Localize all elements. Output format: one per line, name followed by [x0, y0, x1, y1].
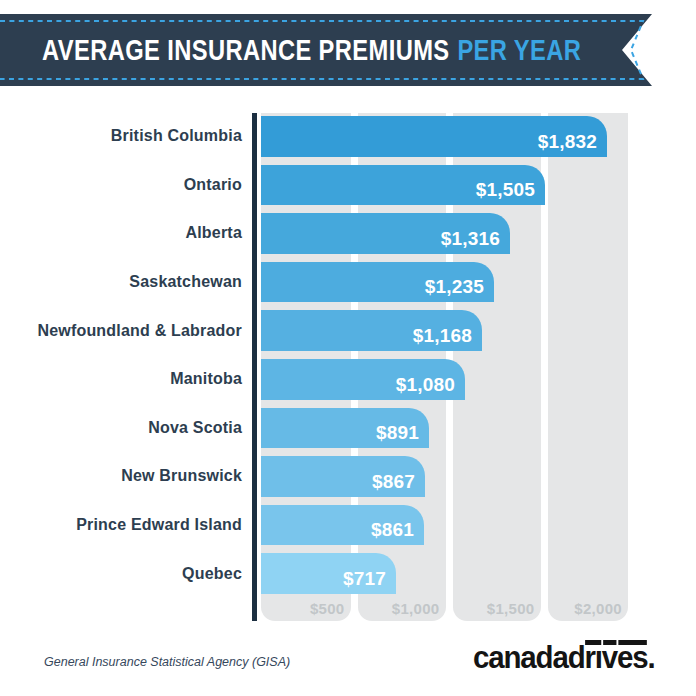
logo-text: .: [648, 640, 655, 675]
bar: $867: [261, 456, 425, 497]
logo-overline-segment: rı: [585, 640, 602, 676]
value-label: $1,080: [396, 374, 455, 396]
bar-row: Alberta $1,316: [0, 213, 696, 254]
logo-text: canadad: [473, 640, 585, 675]
bar: $717: [261, 553, 396, 594]
province-label: Alberta: [0, 213, 242, 254]
x-tick-label: $500: [310, 600, 345, 617]
value-label: $861: [371, 519, 414, 541]
value-label: $1,505: [476, 179, 535, 201]
bar: $861: [261, 505, 424, 546]
province-label: Nova Scotia: [0, 408, 242, 449]
y-axis-line: [252, 113, 257, 621]
value-label: $1,168: [413, 325, 472, 347]
bar-row: Ontario $1,505: [0, 165, 696, 206]
title-main: AVERAGE INSURANCE PREMIUMS: [42, 33, 450, 67]
province-label: Ontario: [0, 165, 242, 206]
bar: $1,832: [261, 116, 607, 157]
bar-row: Saskatchewan $1,235: [0, 262, 696, 303]
logo-overline-segment: v: [602, 640, 617, 676]
bar-row: Nova Scotia $891: [0, 408, 696, 449]
bar: $1,168: [261, 310, 482, 351]
bar: $891: [261, 408, 429, 449]
bar-row: British Columbia $1,832: [0, 116, 696, 157]
bar: $1,505: [261, 165, 545, 206]
bar-row: Manitoba $1,080: [0, 359, 696, 400]
province-label: Quebec: [0, 553, 242, 594]
x-tick-label: $2,000: [574, 600, 622, 617]
value-label: $1,316: [441, 228, 500, 250]
x-tick-label: $1,500: [487, 600, 535, 617]
bar: $1,080: [261, 359, 465, 400]
source-note: General Insurance Statistical Agency (GI…: [44, 655, 290, 669]
value-label: $1,832: [538, 131, 597, 153]
value-label: $867: [372, 471, 415, 493]
logo-overline-segment: es: [617, 640, 647, 676]
page-title: AVERAGE INSURANCE PREMIUMS PER YEAR: [42, 14, 581, 86]
province-label: New Brunswick: [0, 456, 242, 497]
bar: $1,235: [261, 262, 494, 303]
bar-row: Quebec $717: [0, 553, 696, 594]
title-ribbon: AVERAGE INSURANCE PREMIUMS PER YEAR: [0, 0, 696, 100]
value-label: $1,235: [425, 276, 484, 298]
title-accent: PER YEAR: [457, 33, 581, 67]
bar-row: New Brunswick $867: [0, 456, 696, 497]
value-label: $891: [376, 422, 419, 444]
canadadrives-logo: canadadrıves.: [473, 640, 655, 680]
province-label: Newfoundland & Labrador: [0, 310, 242, 351]
bar: $1,316: [261, 213, 510, 254]
bar-row: Newfoundland & Labrador $1,168: [0, 310, 696, 351]
value-label: $717: [343, 568, 386, 590]
x-tick-label: $1,000: [392, 600, 440, 617]
bar-row: Prince Edward Island $861: [0, 505, 696, 546]
province-label: Saskatchewan: [0, 262, 242, 303]
province-label: Prince Edward Island: [0, 505, 242, 546]
province-label: Manitoba: [0, 359, 242, 400]
province-label: British Columbia: [0, 116, 242, 157]
